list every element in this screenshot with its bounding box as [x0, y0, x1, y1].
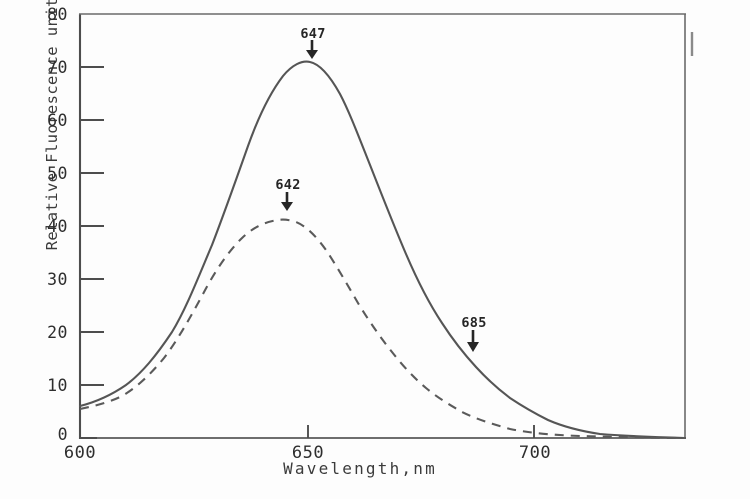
x-axis-title: Wavelength,nm	[283, 459, 437, 478]
annotation-label-685: 685	[461, 315, 487, 331]
y-tick-label-20: 20	[47, 323, 68, 342]
y-tick-label-60: 60	[47, 111, 68, 130]
annotation-arrow-685	[467, 330, 479, 352]
x-tick-label-600: 600	[63, 443, 97, 463]
x-axis-ticks	[307, 425, 535, 438]
y-tick-label-30: 30	[47, 270, 68, 289]
axis-frame	[78, 13, 686, 439]
y-axis-ticks	[80, 66, 104, 439]
annotation-arrow-642	[281, 192, 293, 211]
y-tick-label-80: 80	[47, 5, 68, 24]
annotation-label-642: 642	[275, 177, 301, 193]
annotation-arrow-647	[306, 40, 318, 59]
y-tick-label-0: 0	[57, 425, 68, 444]
x-tick-label-650: 650	[291, 443, 325, 463]
y-tick-label-50: 50	[47, 164, 68, 183]
annotation-label-647: 647	[300, 26, 326, 42]
series-dashed-curve	[79, 218, 686, 440]
y-tick-label-70: 70	[47, 58, 68, 77]
y-tick-label-40: 40	[47, 217, 68, 236]
x-tick-label-700: 700	[518, 443, 552, 463]
y-tick-label-10: 10	[47, 376, 68, 395]
series-solid-curve	[78, 60, 687, 440]
